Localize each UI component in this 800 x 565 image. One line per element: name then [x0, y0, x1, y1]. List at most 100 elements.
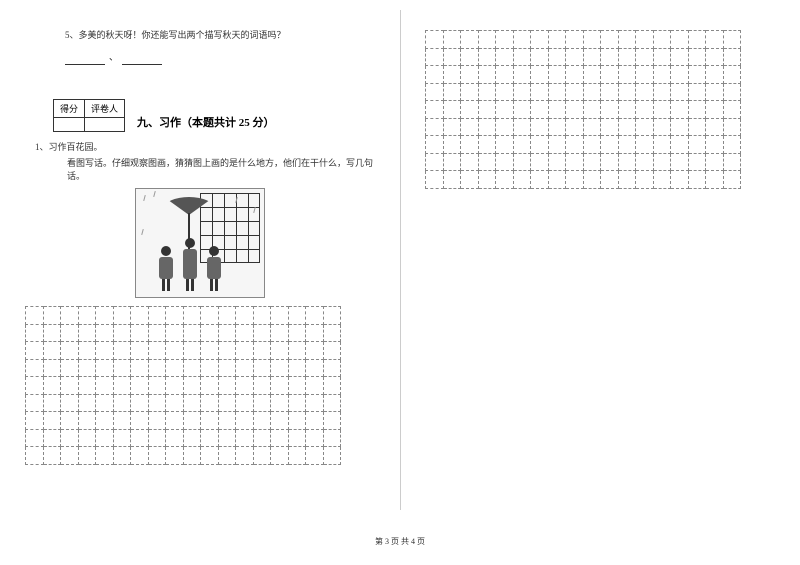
grid-cell	[26, 324, 44, 342]
q1-number: 1、	[35, 142, 49, 152]
grid-cell	[566, 48, 584, 66]
grid-cell	[113, 412, 131, 430]
grid-cell	[271, 359, 289, 377]
grid-cell	[723, 31, 741, 49]
grid-cell	[183, 429, 201, 447]
grid-cell	[236, 359, 254, 377]
grid-cell	[531, 171, 549, 189]
grid-cell	[218, 359, 236, 377]
grid-cell	[148, 412, 166, 430]
grid-cell	[601, 101, 619, 119]
grid-cell	[706, 31, 724, 49]
grid-cell	[548, 118, 566, 136]
grid-cell	[166, 447, 184, 465]
grid-cell	[78, 342, 96, 360]
grid-cell	[26, 429, 44, 447]
grid-cell	[201, 377, 219, 395]
grid-cell	[443, 31, 461, 49]
grid-cell	[236, 307, 254, 325]
grid-cell	[566, 136, 584, 154]
grid-cell	[201, 412, 219, 430]
grid-cell	[566, 66, 584, 84]
grid-cell	[671, 171, 689, 189]
rain-icon	[143, 195, 146, 201]
section-title: 九、习作（本题共计 25 分）	[137, 114, 275, 132]
grid-cell	[113, 377, 131, 395]
grid-cell	[688, 101, 706, 119]
grid-cell	[306, 394, 324, 412]
score-table: 得分 评卷人	[53, 99, 125, 132]
grid-cell	[583, 101, 601, 119]
grid-cell	[323, 324, 341, 342]
grid-cell	[653, 118, 671, 136]
grid-cell	[653, 31, 671, 49]
grid-cell	[636, 101, 654, 119]
grid-cell	[636, 31, 654, 49]
grid-cell	[583, 66, 601, 84]
grid-cell	[671, 31, 689, 49]
grid-cell	[723, 66, 741, 84]
grid-cell	[443, 66, 461, 84]
person-2-icon	[182, 238, 198, 291]
grid-cell	[253, 394, 271, 412]
grid-cell	[618, 83, 636, 101]
grid-cell	[636, 48, 654, 66]
grid-cell	[426, 83, 444, 101]
grid-cell	[306, 377, 324, 395]
grid-cell	[183, 447, 201, 465]
grid-cell	[478, 153, 496, 171]
grid-cell	[653, 153, 671, 171]
grid-cell	[706, 171, 724, 189]
grid-cell	[583, 48, 601, 66]
grid-cell	[513, 101, 531, 119]
grid-cell	[183, 324, 201, 342]
grid-cell	[688, 31, 706, 49]
grid-cell	[271, 377, 289, 395]
grid-cell	[513, 66, 531, 84]
grid-cell	[531, 83, 549, 101]
grid-cell	[478, 83, 496, 101]
grid-cell	[61, 359, 79, 377]
grid-cell	[113, 394, 131, 412]
grid-cell	[461, 66, 479, 84]
grid-cell	[461, 31, 479, 49]
grid-cell	[43, 307, 61, 325]
grid-cell	[706, 118, 724, 136]
grid-cell	[426, 31, 444, 49]
grid-cell	[478, 136, 496, 154]
blank-1	[65, 55, 105, 65]
grid-cell	[61, 342, 79, 360]
grid-cell	[548, 48, 566, 66]
grid-cell	[218, 394, 236, 412]
grid-cell	[443, 101, 461, 119]
grid-cell	[671, 118, 689, 136]
grid-cell	[78, 359, 96, 377]
grid-cell	[148, 307, 166, 325]
grid-cell	[426, 171, 444, 189]
grid-cell	[461, 153, 479, 171]
grid-cell	[306, 342, 324, 360]
grid-cell	[43, 412, 61, 430]
grid-cell	[113, 429, 131, 447]
grid-cell	[531, 136, 549, 154]
grid-cell	[688, 136, 706, 154]
grid-cell	[43, 394, 61, 412]
grid-cell	[723, 153, 741, 171]
grid-cell	[478, 31, 496, 49]
grid-cell	[548, 171, 566, 189]
grid-cell	[723, 171, 741, 189]
illustration	[135, 188, 265, 298]
grid-cell	[148, 394, 166, 412]
grid-cell	[461, 48, 479, 66]
grid-cell	[218, 324, 236, 342]
grid-cell	[78, 429, 96, 447]
grid-cell	[166, 412, 184, 430]
grid-cell	[671, 66, 689, 84]
grid-cell	[478, 48, 496, 66]
grid-cell	[601, 118, 619, 136]
grid-cell	[218, 342, 236, 360]
rain-icon	[141, 229, 144, 235]
page-footer: 第 3 页 共 4 页	[0, 536, 800, 547]
rain-icon	[153, 191, 156, 197]
grid-cell	[131, 307, 149, 325]
